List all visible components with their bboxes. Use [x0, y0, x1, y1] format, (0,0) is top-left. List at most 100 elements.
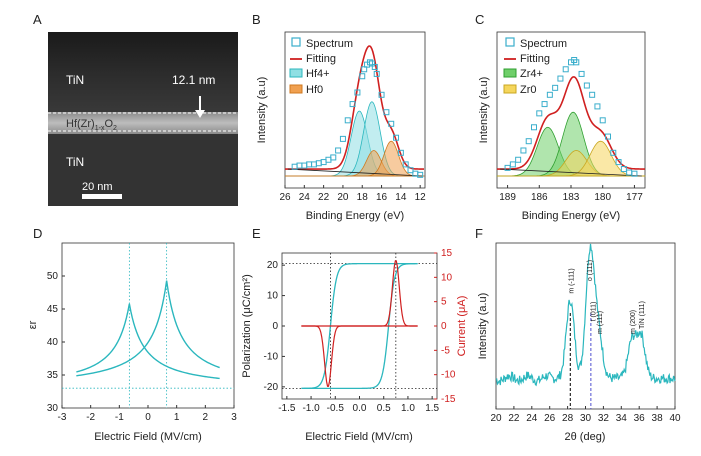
spectrum-point — [306, 161, 313, 168]
xps-hf-ylabel: Intensity (a.u) — [256, 77, 268, 144]
panel-label-b: B — [252, 12, 261, 27]
spectrum-point — [325, 156, 332, 163]
background-line — [500, 168, 642, 177]
spectrum-point — [296, 162, 303, 169]
x-tick-label: 1 — [174, 412, 180, 423]
spectrum-point — [397, 149, 404, 156]
y-tick-label: 0 — [272, 321, 278, 332]
legend-fitting: Fitting — [306, 53, 336, 65]
legend-zr4: Zr4+ — [520, 68, 543, 80]
x-tick-label: 0.0 — [353, 403, 367, 414]
spectrum-point — [546, 91, 553, 98]
spectrum-point — [610, 149, 617, 156]
x-tick-label: 3 — [231, 412, 237, 423]
spectrum-point — [407, 167, 414, 174]
x-tick-label: 20 — [490, 413, 502, 424]
x-tick-label: 1.5 — [425, 403, 439, 414]
micrograph-bottom-label: TiN — [66, 155, 84, 169]
x-tick-label: 36 — [634, 413, 646, 424]
micrograph-film — [48, 112, 238, 134]
spectrum-point — [388, 120, 395, 127]
xps-hf-plot: 26 24 22 20 18 16 14 12 Binding Energy (eV) Int… — [256, 31, 426, 222]
spectrum-point — [509, 161, 516, 168]
legend-spectrum-c: Spectrum — [520, 38, 567, 50]
micrograph-top-label: TiN — [66, 73, 84, 87]
x-tick-label: -1.5 — [278, 403, 296, 414]
xps-zr-xlabel: Binding Energy (eV) — [522, 210, 620, 222]
hysteresis-ylabel-left: Polarization (μC/cm²) — [241, 274, 253, 378]
panel-label-f: F — [475, 226, 483, 241]
polarization-down-branch — [301, 262, 418, 389]
hysteresis-ylabel-right: Current (μA) — [456, 296, 468, 357]
x-tick-label: 32 — [598, 413, 610, 424]
y-right-tick-label: -10 — [441, 370, 456, 381]
x-tick-label: 26 — [279, 192, 291, 203]
spectrum-point — [330, 154, 337, 161]
polarization-up-branch — [301, 263, 418, 390]
spectrum-point — [349, 101, 356, 108]
micrograph: TiN TiN 12.1 nm Hf(Zr)1-xO2 20 nm — [48, 32, 238, 206]
spectrum-point — [504, 164, 511, 171]
x-tick-label: -2 — [86, 412, 95, 423]
panel-label-c: C — [475, 12, 484, 27]
y-tick-label: 40 — [47, 337, 59, 348]
spectrum-point — [354, 89, 361, 96]
Hf0-peak — [285, 140, 425, 177]
current-positive — [301, 260, 418, 327]
legend-hf0: Hf0 — [306, 84, 323, 96]
panel-label-e: E — [252, 226, 261, 241]
spectrum-point — [417, 171, 424, 178]
spectrum-point — [562, 66, 569, 73]
peak-label: t (011) — [591, 302, 598, 322]
peak-label: m (200) — [630, 310, 637, 334]
x-tick-label: 0 — [145, 412, 151, 423]
xps-zr-legend: Spectrum Fitting Zr4+ Zr0 — [503, 37, 567, 96]
spectrum-point — [552, 84, 559, 91]
y-right-tick-label: -15 — [441, 394, 456, 405]
spectrum-point — [557, 75, 564, 82]
x-tick-label: 26 — [544, 413, 556, 424]
permittivity-branch-0 — [76, 303, 220, 380]
spectrum-point — [594, 103, 601, 110]
x-tick-label: 14 — [395, 192, 407, 203]
micrograph-top-layer — [48, 32, 238, 116]
xrd-plot: 20 22 24 26 28 30 32 34 36 38 40 m (-111) o (111) t (… — [477, 242, 681, 443]
x-tick-label: 30 — [580, 413, 592, 424]
x-tick-label: 0.5 — [377, 403, 391, 414]
fitting-curve — [496, 76, 646, 170]
y-tick-label: 20 — [267, 260, 279, 271]
spectrum-point — [393, 134, 400, 141]
spectrum-point — [525, 138, 532, 145]
x-tick-label: -3 — [58, 412, 67, 423]
x-tick-label: 34 — [616, 413, 628, 424]
x-tick-label: 24 — [526, 413, 538, 424]
spectrum-point — [315, 160, 322, 167]
micrograph-scalebar-label: 20 nm — [82, 181, 113, 193]
x-tick-label: 180 — [594, 192, 611, 203]
y-right-tick-label: 0 — [441, 321, 447, 332]
spectrum-point — [320, 159, 327, 166]
spectrum-point — [335, 147, 342, 154]
spectrum-point — [515, 156, 522, 163]
spectrum-point — [383, 109, 390, 116]
current-negative — [301, 325, 418, 387]
x-tick-label: 177 — [626, 192, 643, 203]
y-tick-label: -20 — [264, 382, 279, 393]
xrd-xlabel: 2θ (deg) — [565, 431, 606, 443]
background-line — [287, 168, 423, 177]
x-tick-label: 189 — [499, 192, 516, 203]
x-tick-label: 24 — [299, 192, 311, 203]
panel-label-a: A — [33, 12, 42, 27]
x-tick-label: 22 — [508, 413, 520, 424]
spectrum-point — [371, 63, 378, 70]
peak-label: m (-111) — [568, 268, 575, 293]
y-right-tick-label: 10 — [441, 272, 453, 283]
y-right-tick-label: 15 — [441, 248, 453, 259]
x-tick-label: 40 — [669, 413, 681, 424]
spectrum-point — [531, 124, 537, 131]
peak-label: m (111) — [597, 311, 604, 334]
micrograph-thickness: 12.1 nm — [172, 73, 215, 87]
xps-hf-xlabel: Binding Energy (eV) — [306, 210, 404, 222]
spectrum-point — [359, 73, 366, 80]
